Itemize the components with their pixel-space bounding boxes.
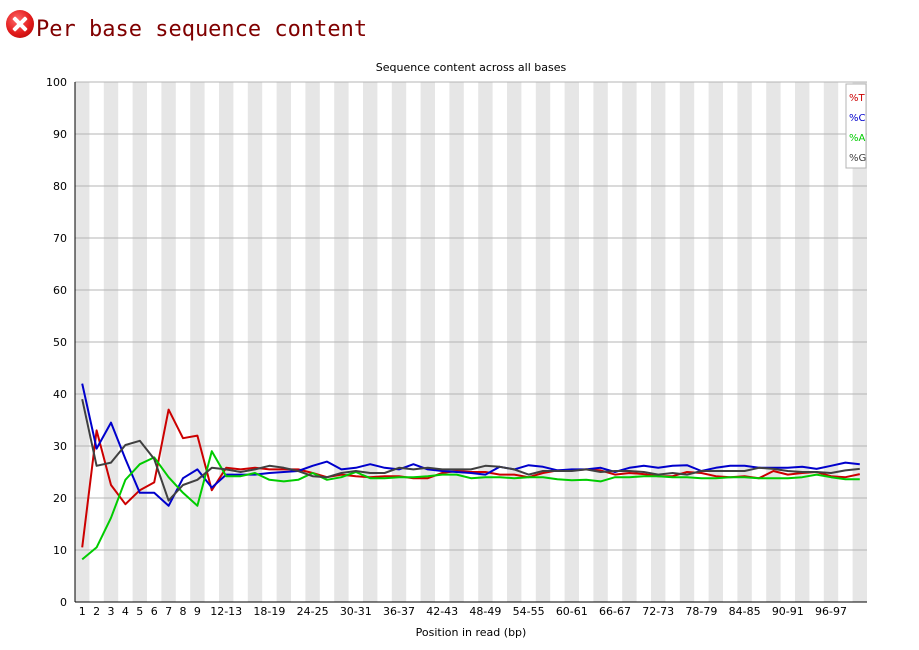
- x-axis-label: Position in read (bp): [416, 626, 527, 639]
- y-tick-label: 80: [53, 180, 67, 193]
- y-tick-label: 20: [53, 492, 67, 505]
- legend-entry: %G: [849, 153, 866, 164]
- x-tick-label: 84-85: [729, 605, 761, 618]
- x-tick-label: 24-25: [297, 605, 329, 618]
- x-tick-label: 78-79: [685, 605, 717, 618]
- y-tick-label: 100: [46, 76, 67, 89]
- y-tick-label: 10: [53, 544, 67, 557]
- x-tick-label: 54-55: [513, 605, 545, 618]
- legend-box: [845, 83, 867, 169]
- axes: [74, 82, 867, 603]
- series-line-G: [81, 398, 860, 502]
- x-tick-label: 42-43: [426, 605, 458, 618]
- x-axis-ticks: 1 2 3 4 5 6 7 8 9 12-13 18-19 24-25 30-31 36-37 42-43 4…: [79, 605, 847, 618]
- y-tick-label: 70: [53, 232, 67, 245]
- legend-entry: %A: [849, 133, 866, 144]
- y-tick-label: 40: [53, 388, 67, 401]
- horizontal-gridlines: [75, 81, 867, 603]
- x-tick-label: 1: [79, 605, 86, 618]
- chart-title: Sequence content across all bases: [376, 61, 567, 74]
- x-tick-label: 7: [165, 605, 172, 618]
- x-tick-label: 30-31: [340, 605, 372, 618]
- series-line-C: [81, 383, 860, 507]
- y-tick-label: 90: [53, 128, 67, 141]
- x-tick-label: 9: [194, 605, 201, 618]
- y-tick-label: 0: [60, 596, 67, 609]
- y-tick-label: 30: [53, 440, 67, 453]
- x-tick-label: 12-13: [210, 605, 242, 618]
- x-tick-label: 48-49: [469, 605, 501, 618]
- x-tick-label: 5: [136, 605, 143, 618]
- x-tick-label: 72-73: [642, 605, 674, 618]
- x-tick-label: 60-61: [556, 605, 588, 618]
- y-tick-label: 60: [53, 284, 67, 297]
- x-tick-label: 18-19: [253, 605, 285, 618]
- x-tick-label: 66-67: [599, 605, 631, 618]
- x-tick-label: 90-91: [772, 605, 804, 618]
- y-axis-ticks: 0 10 20 30 40 50 60 70 80 90 100: [46, 76, 67, 609]
- fail-icon: [6, 10, 34, 38]
- y-tick-label: 50: [53, 336, 67, 349]
- x-tick-label: 4: [122, 605, 129, 618]
- report-header: Per base sequence content: [6, 6, 367, 42]
- series-lines: [81, 383, 861, 561]
- x-tick-label: 6: [151, 605, 158, 618]
- legend-entry: %C: [849, 113, 866, 124]
- series-line-A: [81, 450, 860, 561]
- x-tick-label: 3: [108, 605, 115, 618]
- chart-legend: %T %C %A %G: [845, 83, 867, 169]
- x-tick-label: 96-97: [815, 605, 847, 618]
- x-tick-label: 36-37: [383, 605, 415, 618]
- x-tick-label: 2: [93, 605, 100, 618]
- page-title: Per base sequence content: [36, 16, 368, 42]
- legend-entry: %T: [849, 93, 866, 104]
- x-tick-label: 8: [180, 605, 187, 618]
